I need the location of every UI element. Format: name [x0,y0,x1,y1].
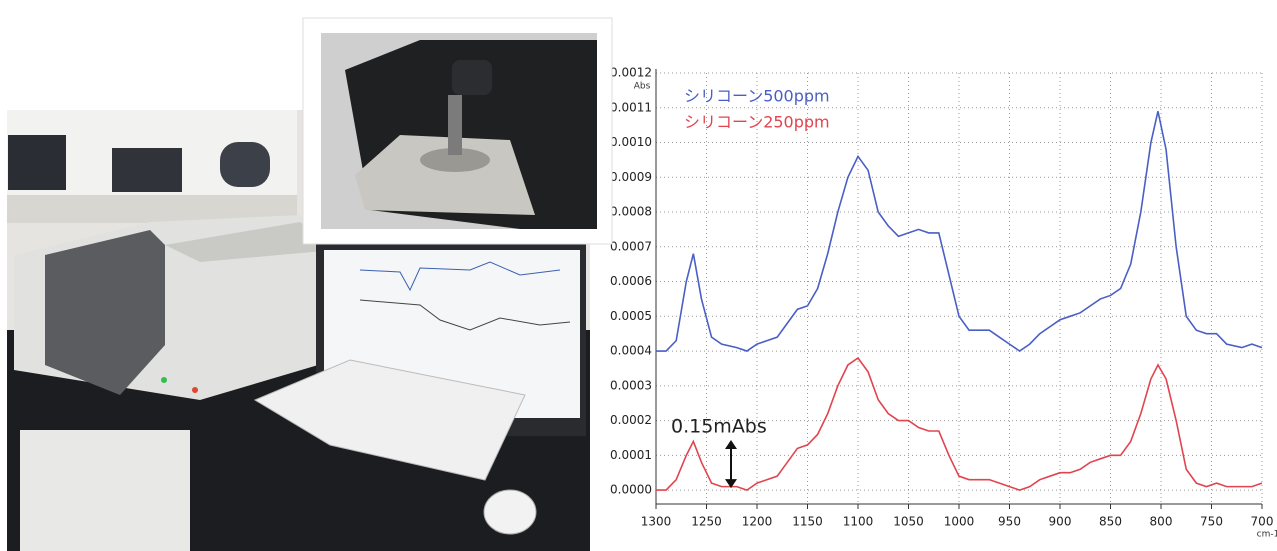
y-tick-label: 0.0010 [610,135,652,149]
series-line [656,356,1263,491]
chart-background [596,40,1277,551]
x-tick-label: 700 [1251,515,1274,529]
spectrometer-panel [45,230,165,395]
legend-entry: シリコーン500ppm [684,87,830,106]
x-tick-label: 950 [998,515,1021,529]
annotation: 0.15mAbs [671,416,767,438]
y-tick-label: 0.0001 [610,448,652,462]
y-tick-label: 0.0011 [610,100,652,114]
drawer [20,430,190,551]
prism [420,148,490,172]
inset-photo [302,17,613,245]
legend-entry: シリコーン250ppm [684,113,830,132]
screen-spectrum [359,299,571,331]
y-tick-label: 0.0006 [610,274,652,288]
x-tick-label: 1050 [893,515,924,529]
equipment [220,142,270,187]
indicator [192,387,198,393]
y-tick-label: 0.0003 [610,378,652,392]
y-tick-label: 0.0005 [610,309,652,323]
press-arm [448,95,462,155]
lab-photo [7,110,590,551]
x-tick-label: 800 [1150,515,1173,529]
y-tick-label: 0.0000 [610,483,652,497]
indicator [161,377,167,383]
x-tick-label: 1000 [944,515,975,529]
y-tick-label: 0.0009 [610,170,652,184]
x-tick-label: 750 [1200,515,1223,529]
y-tick-label: 0.0008 [610,205,652,219]
series-line [656,111,1263,353]
y-tick-label: 0.0007 [610,239,652,253]
x-tick-label: 1250 [691,515,722,529]
monitor-back [112,148,182,192]
press-knob [452,60,492,95]
x-tick-label: 1300 [641,515,672,529]
keyboard [253,359,526,481]
sample-plate [355,135,535,215]
y-unit: Abs [634,82,651,92]
mouse [483,489,537,535]
x-tick-label: 1150 [792,515,823,529]
y-tick-label: 0.0004 [610,344,652,358]
chart: 0.0000 0.0001 0.0002 0.0003 0.0004 0.0005 0.00… [596,40,1277,551]
spectrometer-lid [165,222,335,262]
x-tick-label: 900 [1049,515,1072,529]
x-tick-label: 850 [1099,515,1122,529]
y-tick-label: 0.0012 [610,66,652,80]
y-tick-label: 0.0002 [610,413,652,427]
x-tick-label: 1200 [742,515,773,529]
screen-spectrum [359,261,561,292]
monitor-back [8,135,66,190]
x-unit: cm-1 [1257,530,1277,540]
x-tick-label: 1100 [843,515,874,529]
